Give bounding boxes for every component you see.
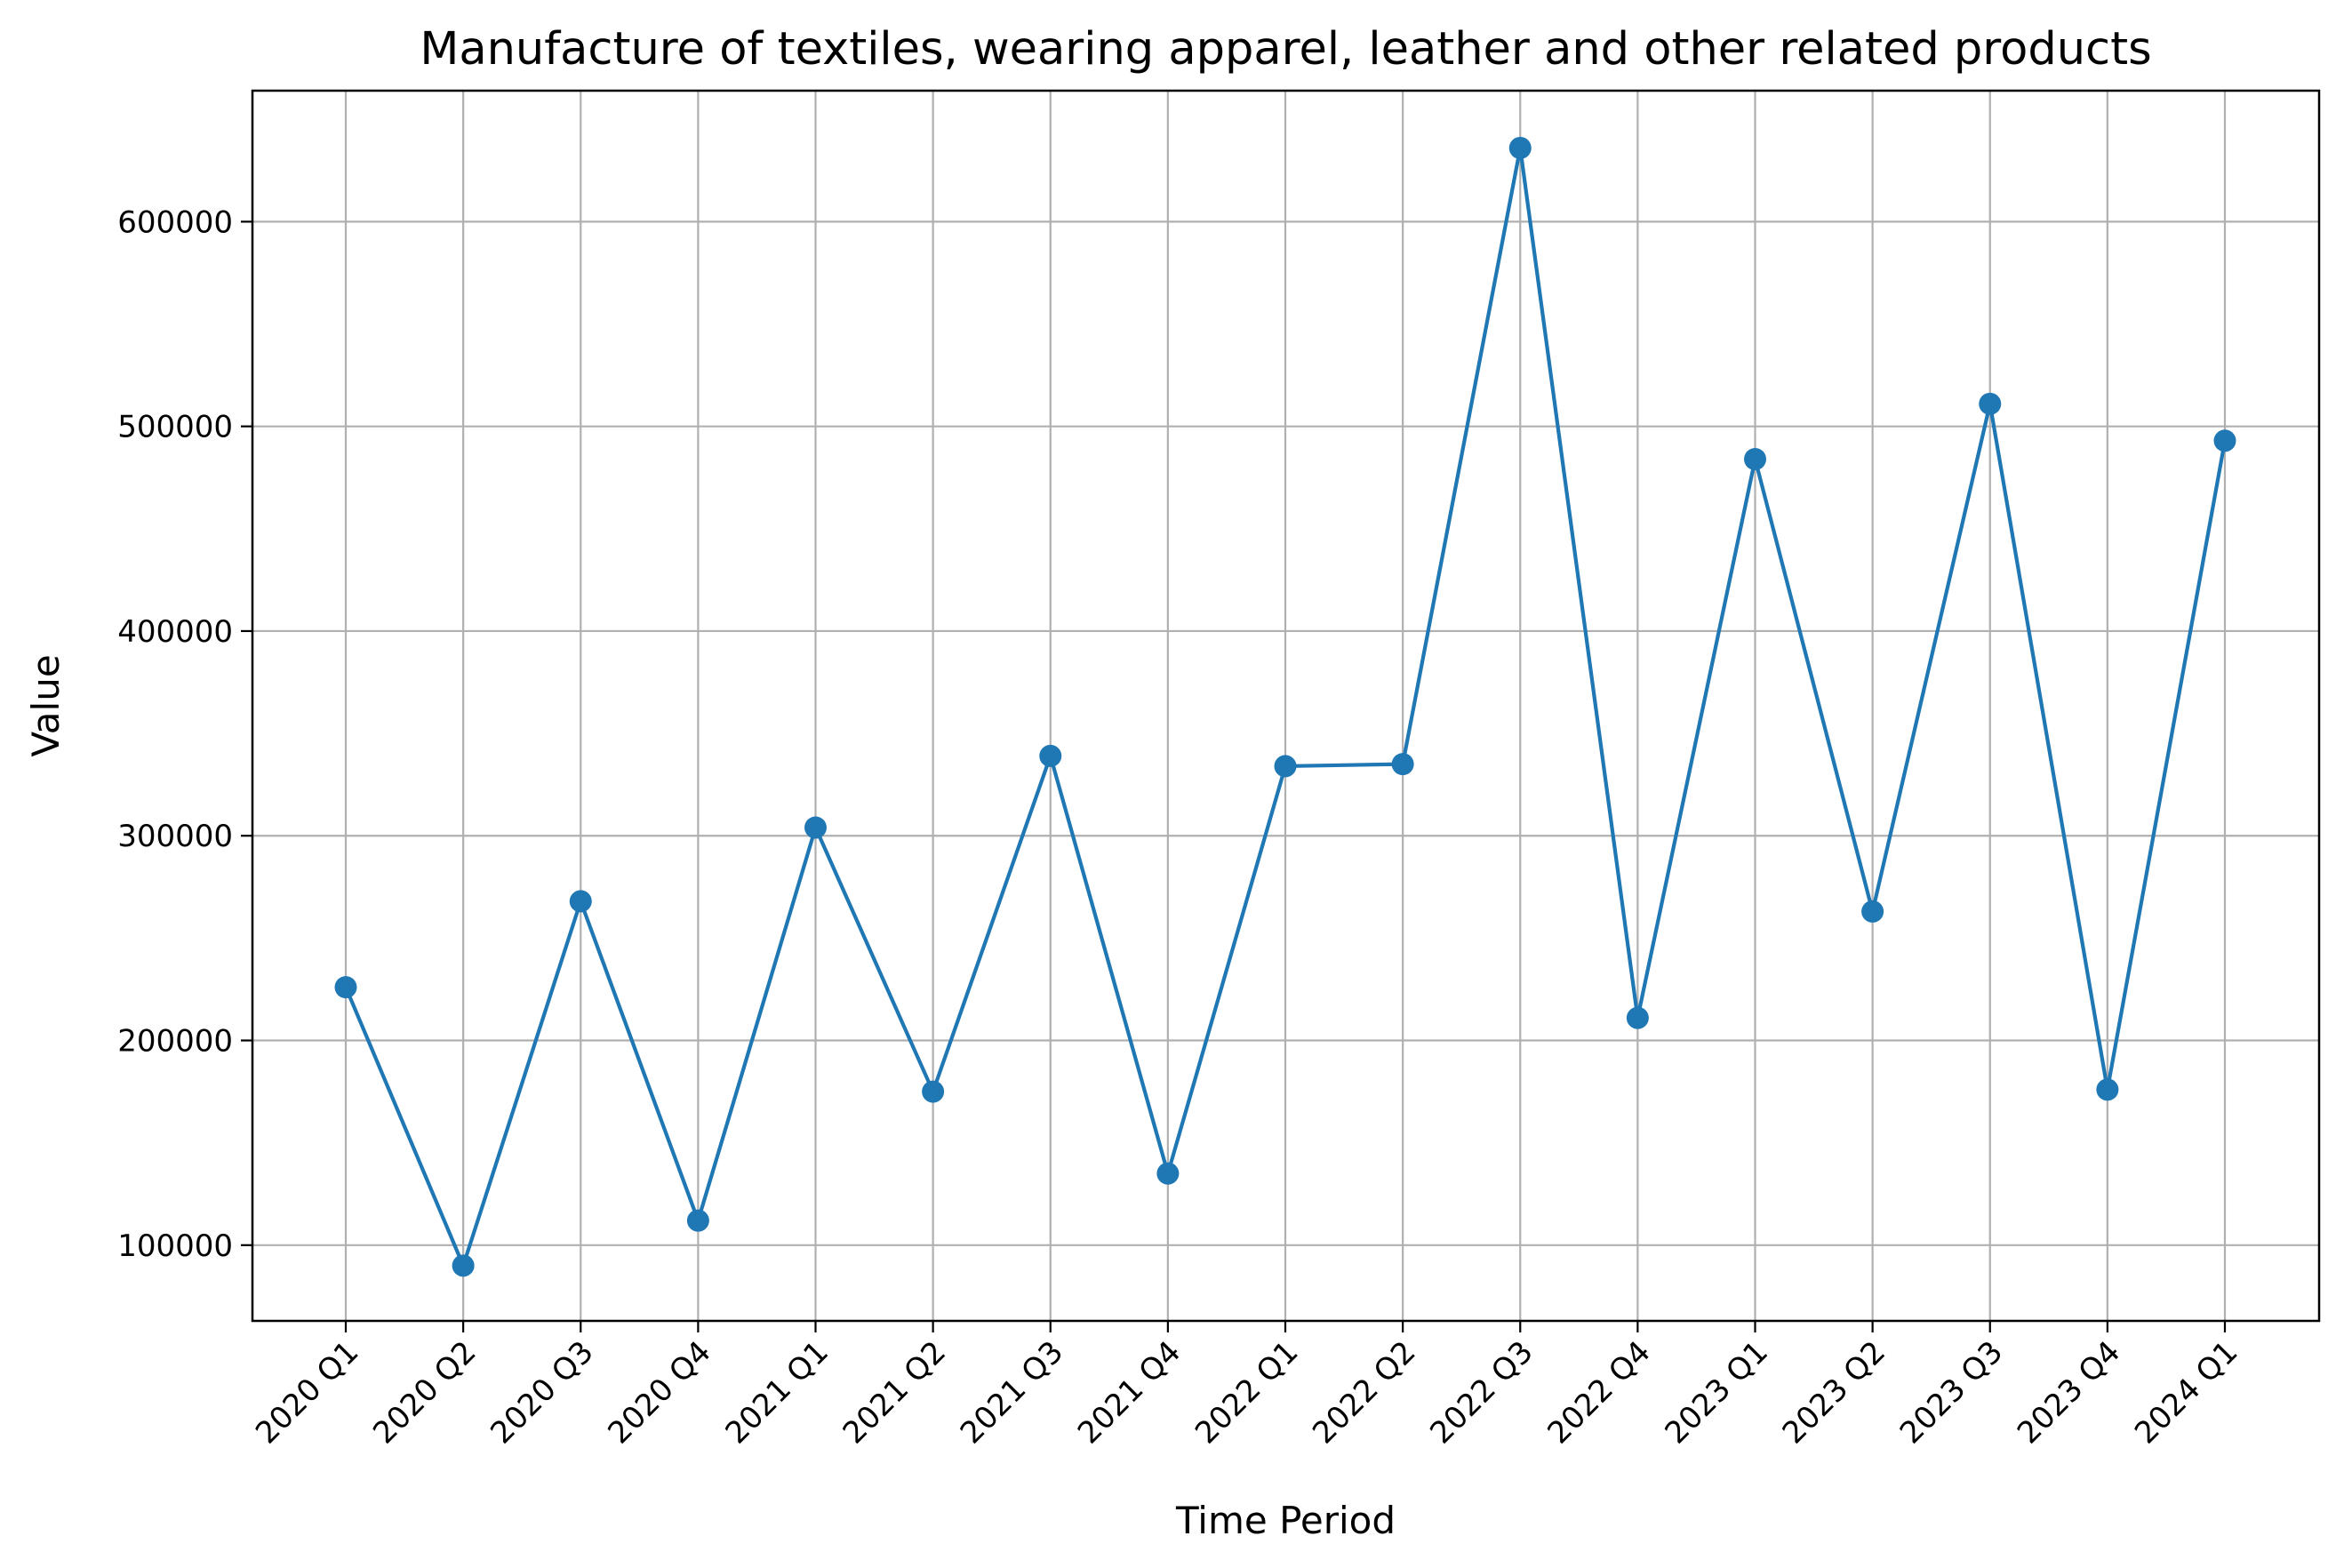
- x-tick-label: 2021 Q3: [954, 1334, 1070, 1451]
- data-point: [1508, 136, 1532, 159]
- data-point: [1626, 1006, 1649, 1029]
- data-point: [1744, 448, 1766, 471]
- data-point: [1391, 753, 1414, 776]
- data-point: [452, 1254, 475, 1277]
- data-point: [804, 816, 827, 839]
- data-point: [2213, 429, 2236, 452]
- data-point: [569, 890, 592, 913]
- x-tick-label: 2020 Q4: [601, 1334, 717, 1451]
- x-tick-label: 2023 Q1: [1659, 1334, 1775, 1451]
- x-tick-label: 2022 Q1: [1188, 1334, 1305, 1451]
- x-tick-label: 2021 Q4: [1071, 1334, 1188, 1451]
- x-tick-label: 2020 Q1: [249, 1334, 365, 1451]
- x-tick-label: 2020 Q2: [366, 1334, 483, 1451]
- data-point: [686, 1209, 709, 1232]
- x-tick-label: 2023 Q4: [2011, 1334, 2127, 1451]
- x-tick-label: 2022 Q2: [1306, 1334, 1422, 1451]
- y-tick-label: 300000: [117, 819, 233, 854]
- data-point: [1861, 900, 1884, 923]
- y-tick-label: 100000: [117, 1228, 233, 1264]
- x-axis-ticks: 2020 Q1 2020 Q2 2020 Q3 2020 Q4 2021 Q1 2021 …: [249, 1321, 2244, 1451]
- y-tick-label: 400000: [117, 614, 233, 650]
- y-tick-label: 500000: [117, 410, 233, 445]
- x-tick-label: 2021 Q1: [719, 1334, 836, 1451]
- grid: [252, 91, 2319, 1321]
- y-axis-label: Value: [24, 654, 68, 756]
- data-point: [1039, 744, 1062, 767]
- x-tick-label: 2021 Q2: [836, 1334, 953, 1451]
- data-point: [922, 1080, 945, 1103]
- data-point: [2096, 1078, 2119, 1101]
- x-tick-label: 2023 Q2: [1776, 1334, 1892, 1451]
- x-tick-label: 2023 Q3: [1893, 1334, 2010, 1451]
- data-point: [1979, 392, 2002, 415]
- x-tick-label: 2020 Q3: [484, 1334, 600, 1451]
- x-tick-label: 2024 Q1: [2128, 1334, 2244, 1451]
- data-point: [1156, 1162, 1180, 1185]
- x-tick-label: 2022 Q3: [1423, 1334, 1540, 1451]
- series-layer: [334, 136, 2236, 1277]
- chart-title: Manufacture of textiles, wearing apparel…: [420, 23, 2151, 76]
- data-point: [1274, 755, 1297, 778]
- y-axis-ticks: 100000 200000 300000 400000 500000 600000: [117, 204, 252, 1264]
- x-axis-label: Time Period: [1175, 1499, 1396, 1542]
- y-tick-label: 200000: [117, 1024, 233, 1060]
- x-tick-label: 2022 Q4: [1540, 1334, 1657, 1451]
- data-point: [334, 976, 357, 999]
- y-tick-label: 600000: [117, 204, 233, 240]
